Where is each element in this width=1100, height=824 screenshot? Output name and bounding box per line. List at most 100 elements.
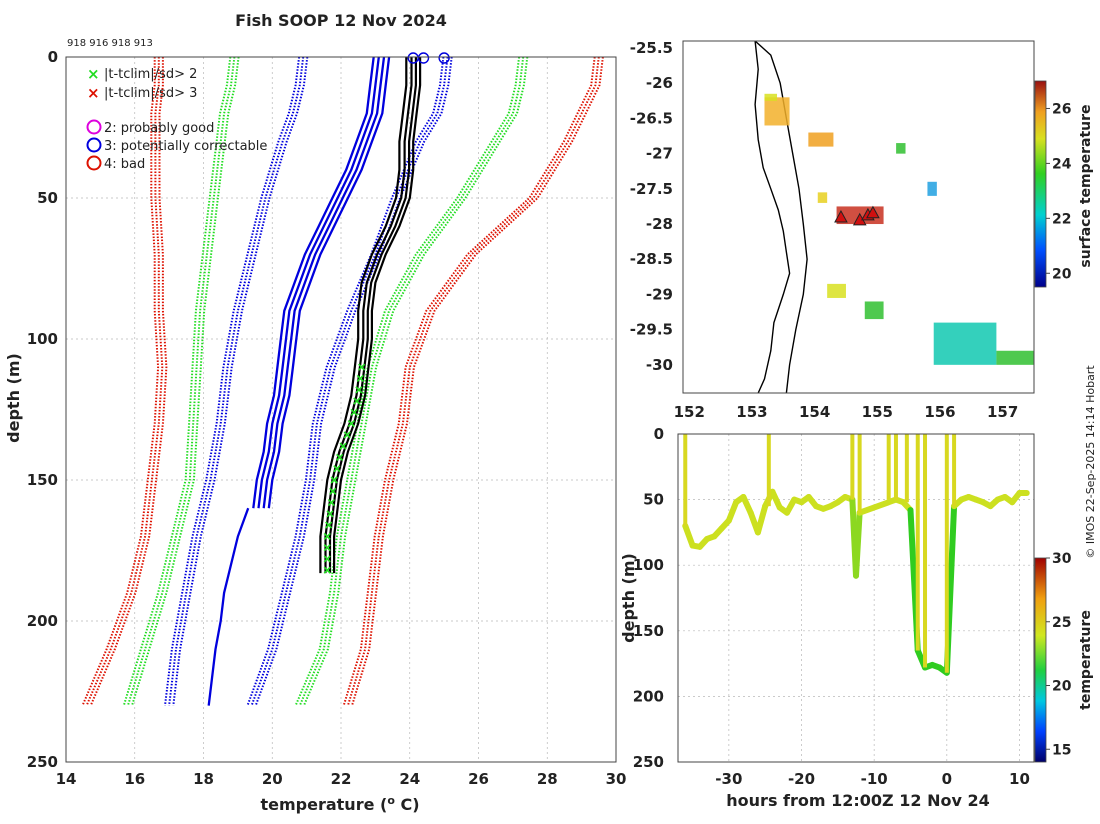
profile-xtick-label: 18 (193, 770, 214, 788)
profile-clim-mean-deep (207, 507, 250, 706)
legend-marker-blue-circle (86, 137, 102, 153)
profile-envelope-low-green-1 (126, 56, 236, 706)
time-depth-track (682, 434, 1030, 676)
profile-envelope-high-blue-1 (250, 56, 449, 706)
profile-ytick-label: 200 (27, 612, 58, 630)
time-colorbar-tick-label: 20 (1052, 679, 1072, 695)
profile-flag-x (325, 521, 333, 529)
time-xtick-label: -30 (715, 770, 742, 788)
map-xtick-label: 156 (924, 403, 955, 421)
time-ytick-label: 150 (633, 622, 664, 640)
map-shelf-contour (754, 40, 808, 394)
profile-envelope-high-green-1 (298, 56, 525, 706)
map-drop-marker (834, 209, 848, 223)
legend-label-bad: 4: bad (104, 157, 145, 172)
legend-marker-red-circle (86, 155, 102, 171)
profile-qc-circle (417, 52, 430, 64)
profile-ytick-label: 100 (27, 330, 58, 348)
profile-envelope-high-green-0 (294, 56, 521, 706)
time-colorbar-tick-label: 25 (1052, 615, 1071, 631)
profile-series (81, 56, 604, 706)
map-xtick-label: 157 (987, 403, 1018, 421)
profile-flag-x (333, 465, 341, 473)
map-sst-patch (764, 97, 790, 126)
map-sst-patch (817, 192, 828, 203)
map-sst-patch (808, 132, 834, 147)
time-xtick-label: -20 (788, 770, 815, 788)
legend-marker-red-x: × (87, 84, 100, 102)
profile-flag-x (326, 510, 334, 518)
map-ytick-label: -26.5 (630, 109, 673, 127)
profile-qc-circle (438, 52, 450, 64)
profile-flag-x (356, 374, 364, 383)
time-frame (677, 433, 1035, 763)
profile-observed-0 (319, 57, 408, 574)
profile-envelope-low-blue-1 (168, 56, 305, 706)
profile-xlabel: temperature (o C) (260, 794, 419, 814)
profile-ytick-label: 50 (37, 189, 58, 207)
profile-marks (323, 52, 450, 574)
profile-clim-mean-1 (257, 56, 380, 509)
profile-envelope-low-green-0 (122, 56, 232, 706)
map-colorbar-ticks: 26 24 22 20 (1046, 101, 1072, 282)
map-sst-patch (864, 301, 884, 320)
profile-envelope-high-blue-2 (254, 56, 453, 706)
map-ytick-label: -27 (646, 145, 673, 163)
map-drop-marker (866, 205, 880, 219)
profile-ytick-label: 250 (27, 753, 58, 771)
time-track-segment (682, 522, 696, 549)
map-sst-patch (896, 143, 906, 154)
profile-flag-x (336, 453, 344, 462)
map-ytick-label: -29 (646, 285, 673, 303)
time-colorbar-tick-label: 15 (1052, 742, 1071, 758)
map-ticks: 152 153 154 155 156 157 -25.5 -26 -26.5 -27 -27.5 -… (630, 39, 1019, 421)
profile-envelope-low-red-0 (81, 57, 160, 706)
profile-ytick-label: 0 (48, 48, 58, 66)
profile-ylabel: depth (m) (4, 353, 23, 443)
map-colorbar-tick-label: 22 (1052, 211, 1071, 227)
profile-xtick-label: 20 (262, 770, 283, 788)
time-track-segment (754, 503, 769, 536)
profile-flag-x (350, 408, 358, 416)
map-ytick-label: -30 (646, 356, 673, 374)
map-ytick-label: -26 (646, 74, 673, 92)
profile-envelope-low-red-2 (89, 57, 168, 706)
map-ytick-label: -27.5 (630, 180, 673, 198)
map-sst-patch (933, 322, 997, 365)
map-xtick-label: 154 (799, 403, 830, 421)
map-ytick-label: -28.5 (630, 250, 673, 268)
profile-xtick-label: 14 (56, 770, 77, 788)
profile-flag-x (323, 544, 331, 552)
profile-flag-x (358, 363, 366, 371)
profile-flag-x (347, 420, 355, 428)
time-ytick-label: 100 (633, 556, 664, 574)
map-xtick-label: 152 (674, 403, 705, 421)
map-colorbar-tick-label: 24 (1052, 156, 1072, 172)
map-colorbar (1034, 80, 1047, 288)
map-content (754, 40, 1034, 394)
time-colorbar-ticks: 30 25 20 15 (1046, 551, 1072, 758)
map-ytick-label: -29.5 (630, 321, 673, 339)
time-colorbar (1034, 557, 1047, 763)
map-coastline (754, 40, 791, 394)
profile-flag-x (323, 555, 331, 563)
time-ylabel: depth (m) (619, 553, 638, 643)
map-xtick-label: 153 (736, 403, 767, 421)
time-xtick-label: 0 (942, 770, 952, 788)
profile-grid (66, 57, 616, 762)
profile-xtick-label: 30 (606, 770, 627, 788)
profile-xtick-label: 26 (468, 770, 489, 788)
map-colorbar-tick-label: 26 (1052, 101, 1071, 117)
time-track-segment (853, 509, 863, 579)
map-ytick-label: -25.5 (630, 39, 673, 57)
time-ytick-label: 50 (643, 491, 664, 509)
time-grid (678, 434, 1034, 762)
profile-observed-2 (328, 57, 417, 574)
map-ytick-label: -28 (646, 215, 673, 233)
profile-clim-mean-0 (252, 56, 375, 509)
map-sst-patch (764, 93, 778, 101)
profile-flag-x (323, 532, 331, 540)
time-ytick-label: 0 (654, 425, 664, 443)
